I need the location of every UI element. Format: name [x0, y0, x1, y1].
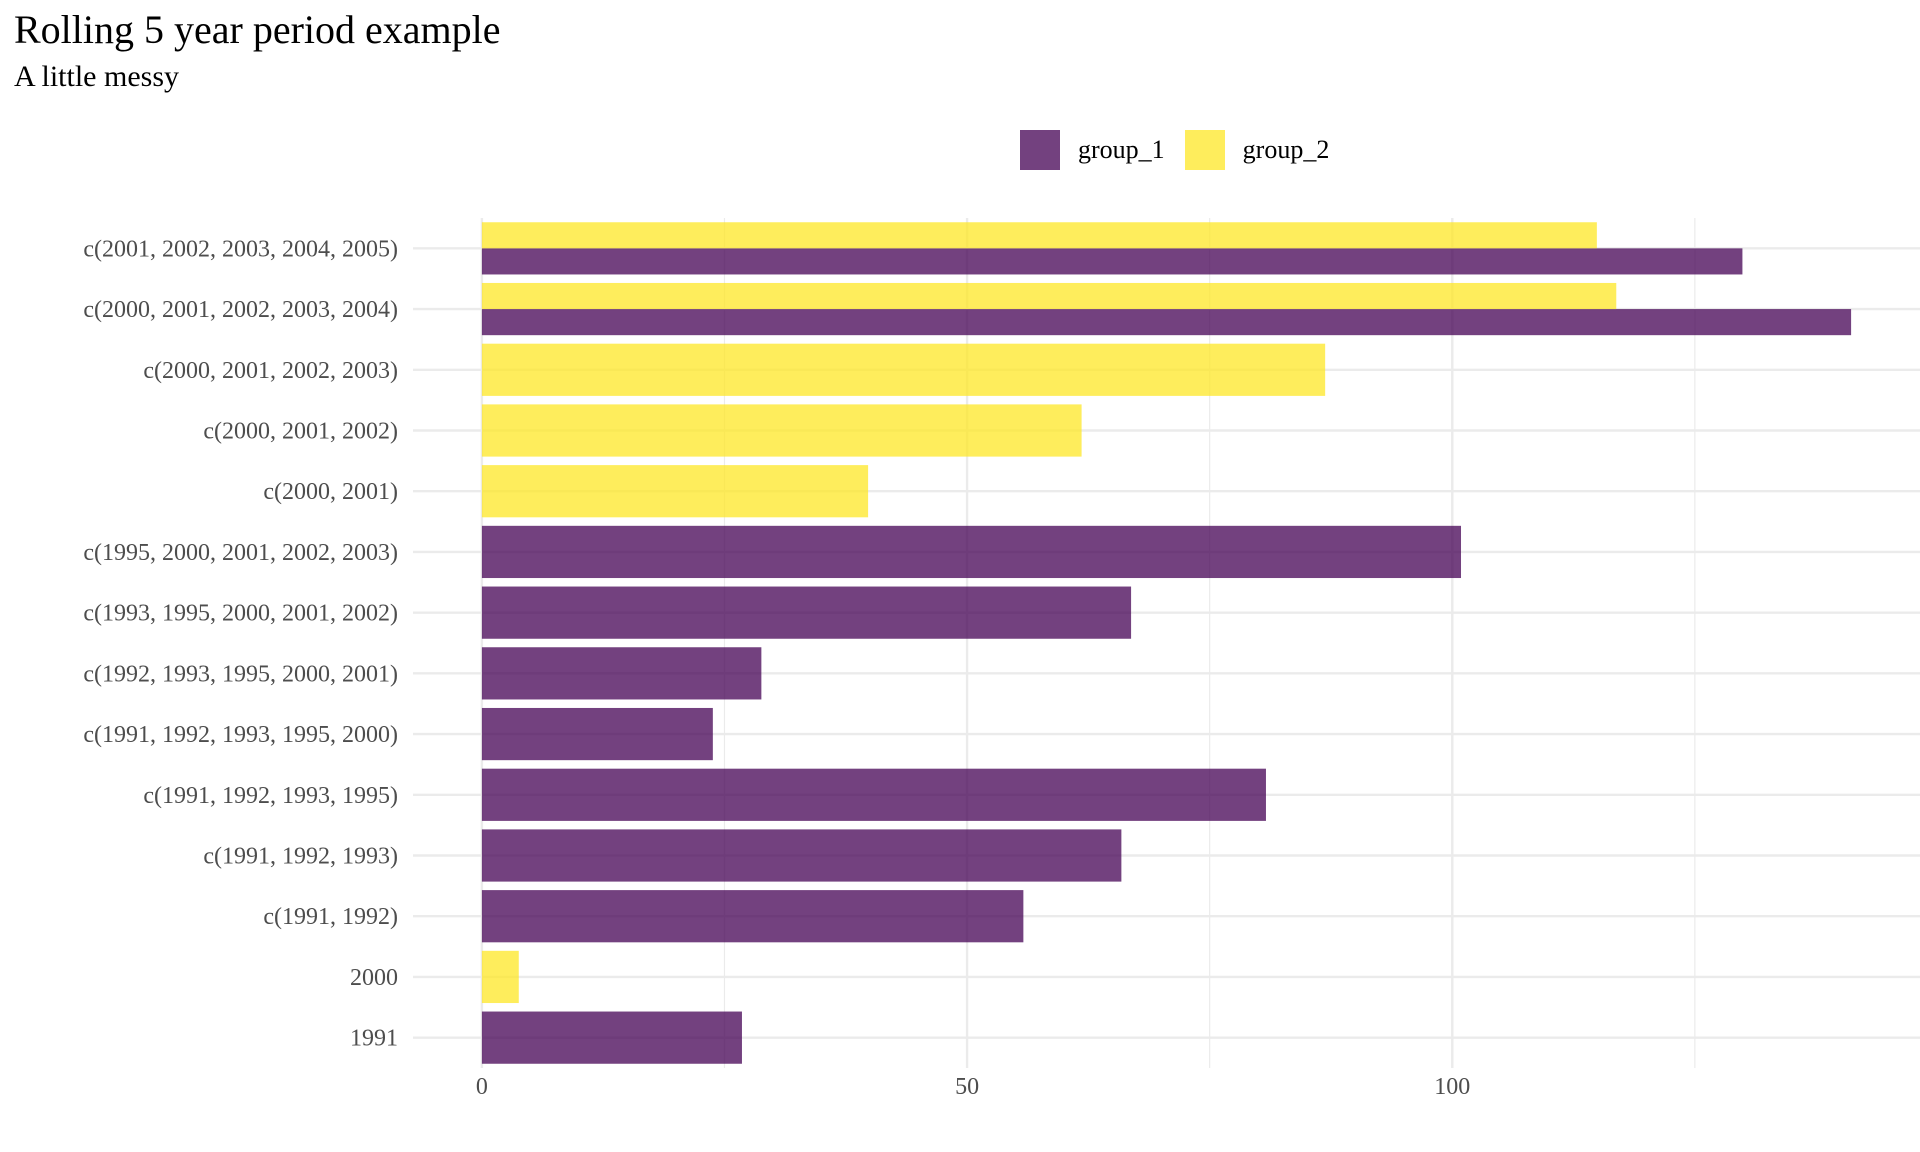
y-tick-label: c(1995, 2000, 2001, 2002, 2003) [83, 540, 398, 566]
legend-key-group-1 [1020, 130, 1060, 170]
legend-item-group-1: group_1 [1020, 130, 1165, 170]
bar-group-1 [481, 647, 762, 700]
bar-group-1 [481, 829, 1122, 882]
legend: group_1 group_2 [1020, 128, 1349, 172]
bars-layer [481, 222, 1852, 1064]
legend-label-group-2: group_2 [1242, 135, 1330, 164]
chart-subtitle: A little messy [14, 60, 179, 93]
y-tick-label: 2000 [350, 965, 398, 991]
y-tick-label: c(1993, 1995, 2000, 2001, 2002) [83, 601, 398, 627]
legend-key-group-2 [1184, 130, 1225, 170]
y-tick-label: c(1991, 1992, 1993, 1995) [143, 783, 398, 809]
bar-group-2 [481, 222, 1597, 249]
bar-group-2 [481, 343, 1326, 396]
bar-group-1 [481, 707, 713, 761]
bar-group-2 [481, 282, 1617, 310]
y-tick-label: c(2000, 2001, 2002, 2003) [143, 358, 398, 384]
y-tick-label: c(2000, 2001, 2002) [203, 419, 398, 445]
y-tick-label: c(1991, 1992) [263, 904, 398, 930]
y-tick-label: 1991 [350, 1026, 398, 1052]
bar-group-1 [481, 525, 1462, 579]
y-tick-label: c(1991, 1992, 1993, 1995, 2000) [83, 722, 398, 748]
y-axis-labels: 1991 2000 c(1991, 1992) c(1991, 1992, 1993)… [83, 236, 398, 1051]
bar-group-1 [481, 248, 1743, 275]
bar-group-2 [481, 465, 869, 518]
x-tick-label: 50 [955, 1074, 979, 1100]
bar-group-1 [481, 309, 1852, 336]
y-tick-label: c(1992, 1993, 1995, 2000, 2001) [83, 661, 398, 687]
legend-item-group-2: group_2 [1184, 130, 1330, 170]
y-tick-label: c(2001, 2002, 2003, 2004, 2005) [83, 236, 398, 262]
chart-title: Rolling 5 year period example [14, 7, 501, 52]
bar-group-1 [481, 586, 1132, 639]
bar-group-2 [481, 950, 519, 1004]
x-tick-label: 100 [1434, 1074, 1470, 1100]
y-tick-label: c(2000, 2001) [263, 479, 398, 505]
x-axis-labels: 0 50 100 [476, 1074, 1470, 1100]
bar-group-1 [481, 1011, 742, 1064]
legend-label-group-1: group_1 [1078, 135, 1165, 164]
y-tick-label: c(1991, 1992, 1993) [203, 844, 398, 870]
y-tick-label: c(2000, 2001, 2002, 2003, 2004) [83, 297, 398, 323]
bar-group-1 [481, 890, 1024, 943]
bar-group-2 [481, 404, 1082, 457]
bar-group-1 [481, 768, 1266, 821]
x-tick-label: 0 [476, 1074, 488, 1100]
